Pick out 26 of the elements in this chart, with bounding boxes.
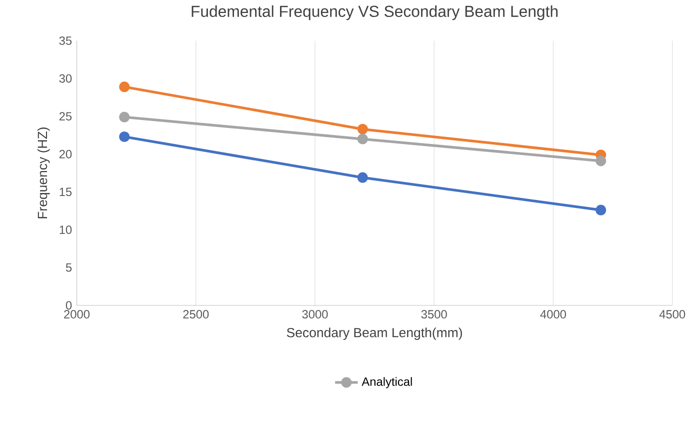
point [357,172,368,183]
x-tick-label: 4500 [659,310,686,319]
x-tick-label: 2000 [64,310,90,319]
point [357,124,368,135]
x-axis-title: Secondary Beam Length(mm) [286,328,462,340]
y-tick-label: 15 [60,188,72,196]
point [119,132,130,142]
legend-label: Analytical [362,377,412,388]
y-tick-label: 25 [59,112,72,121]
chart-title: Fudemental Frequency VS Secondary Beam Length [192,5,558,20]
point [119,112,130,122]
y-axis-title: Frequency (HZ) [37,128,50,218]
point [596,204,606,216]
x-tick-label: 3500 [421,310,447,319]
x-tick-label: 3000 [302,310,328,319]
point [357,134,368,144]
x-tick-label: 4000 [540,310,566,319]
y-tick-label: 10 [60,226,72,234]
point [596,156,606,166]
point [119,82,130,92]
x-tick-label: 2500 [183,310,209,319]
y-tick-label: 20 [59,150,72,158]
y-tick-label: 0 [66,301,72,310]
y-tick-label: 35 [59,36,72,45]
y-tick-label: 30 [59,74,72,83]
y-tick-label: 5 [66,263,72,272]
